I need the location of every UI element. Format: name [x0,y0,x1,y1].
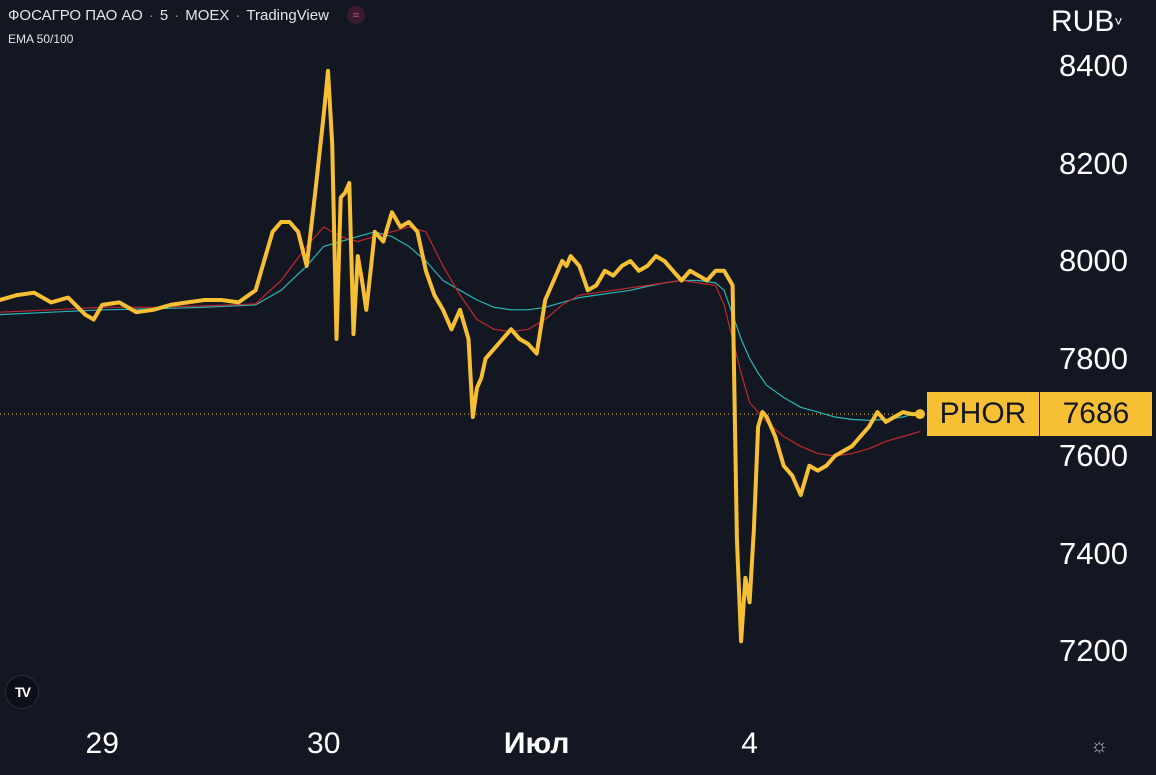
series-line-price [0,68,922,644]
y-tick-label: 7200 [1059,633,1128,668]
legend-separator: · [235,6,241,24]
series-line-ema50 [0,226,921,457]
price-tag-value: 7686 [1062,397,1130,431]
chevron-down-icon: ˅ [1114,13,1123,29]
y-tick-label: 8000 [1059,243,1128,278]
y-tick-label: 7800 [1059,340,1128,376]
tradingview-logo-icon[interactable]: TV [5,675,39,709]
price-tag-symbol: PHOR [927,392,1040,437]
y-tick-label: 8400 [1059,48,1128,83]
interval-label: 5 [159,6,169,24]
legend-separator: · [148,6,154,24]
y-tick-label: 8200 [1059,145,1128,181]
last-price-point [915,409,925,420]
indicator-label[interactable]: EMA 50/100 [8,32,74,46]
settings-sun-icon[interactable]: ☼ [1090,735,1109,757]
data-status-icon[interactable]: ≈ [346,6,365,24]
y-tick-label: 7600 [1059,438,1128,473]
exchange-label: MOEX [185,6,230,24]
last-price-tag: PHOR 7686 [927,392,1152,437]
currency-label: RUB [1051,5,1115,38]
instrument-name: ФОСАГРО ПАО АО [8,6,143,24]
x-tick-label: 4 [741,727,758,760]
legend-separator: · [174,6,180,24]
y-tick-label: 7400 [1059,535,1128,571]
x-tick-label: 29 [85,727,119,760]
currency-selector[interactable]: RUB˅ [1051,5,1123,39]
source-label: TradingView [246,6,329,24]
x-tick-label: 30 [307,727,341,760]
chart-legend: ФОСАГРО ПАО АО · 5 · MOEX · TradingView … [8,6,365,24]
series-line-ema100 [0,231,921,421]
x-tick-label: Июл [503,727,570,760]
